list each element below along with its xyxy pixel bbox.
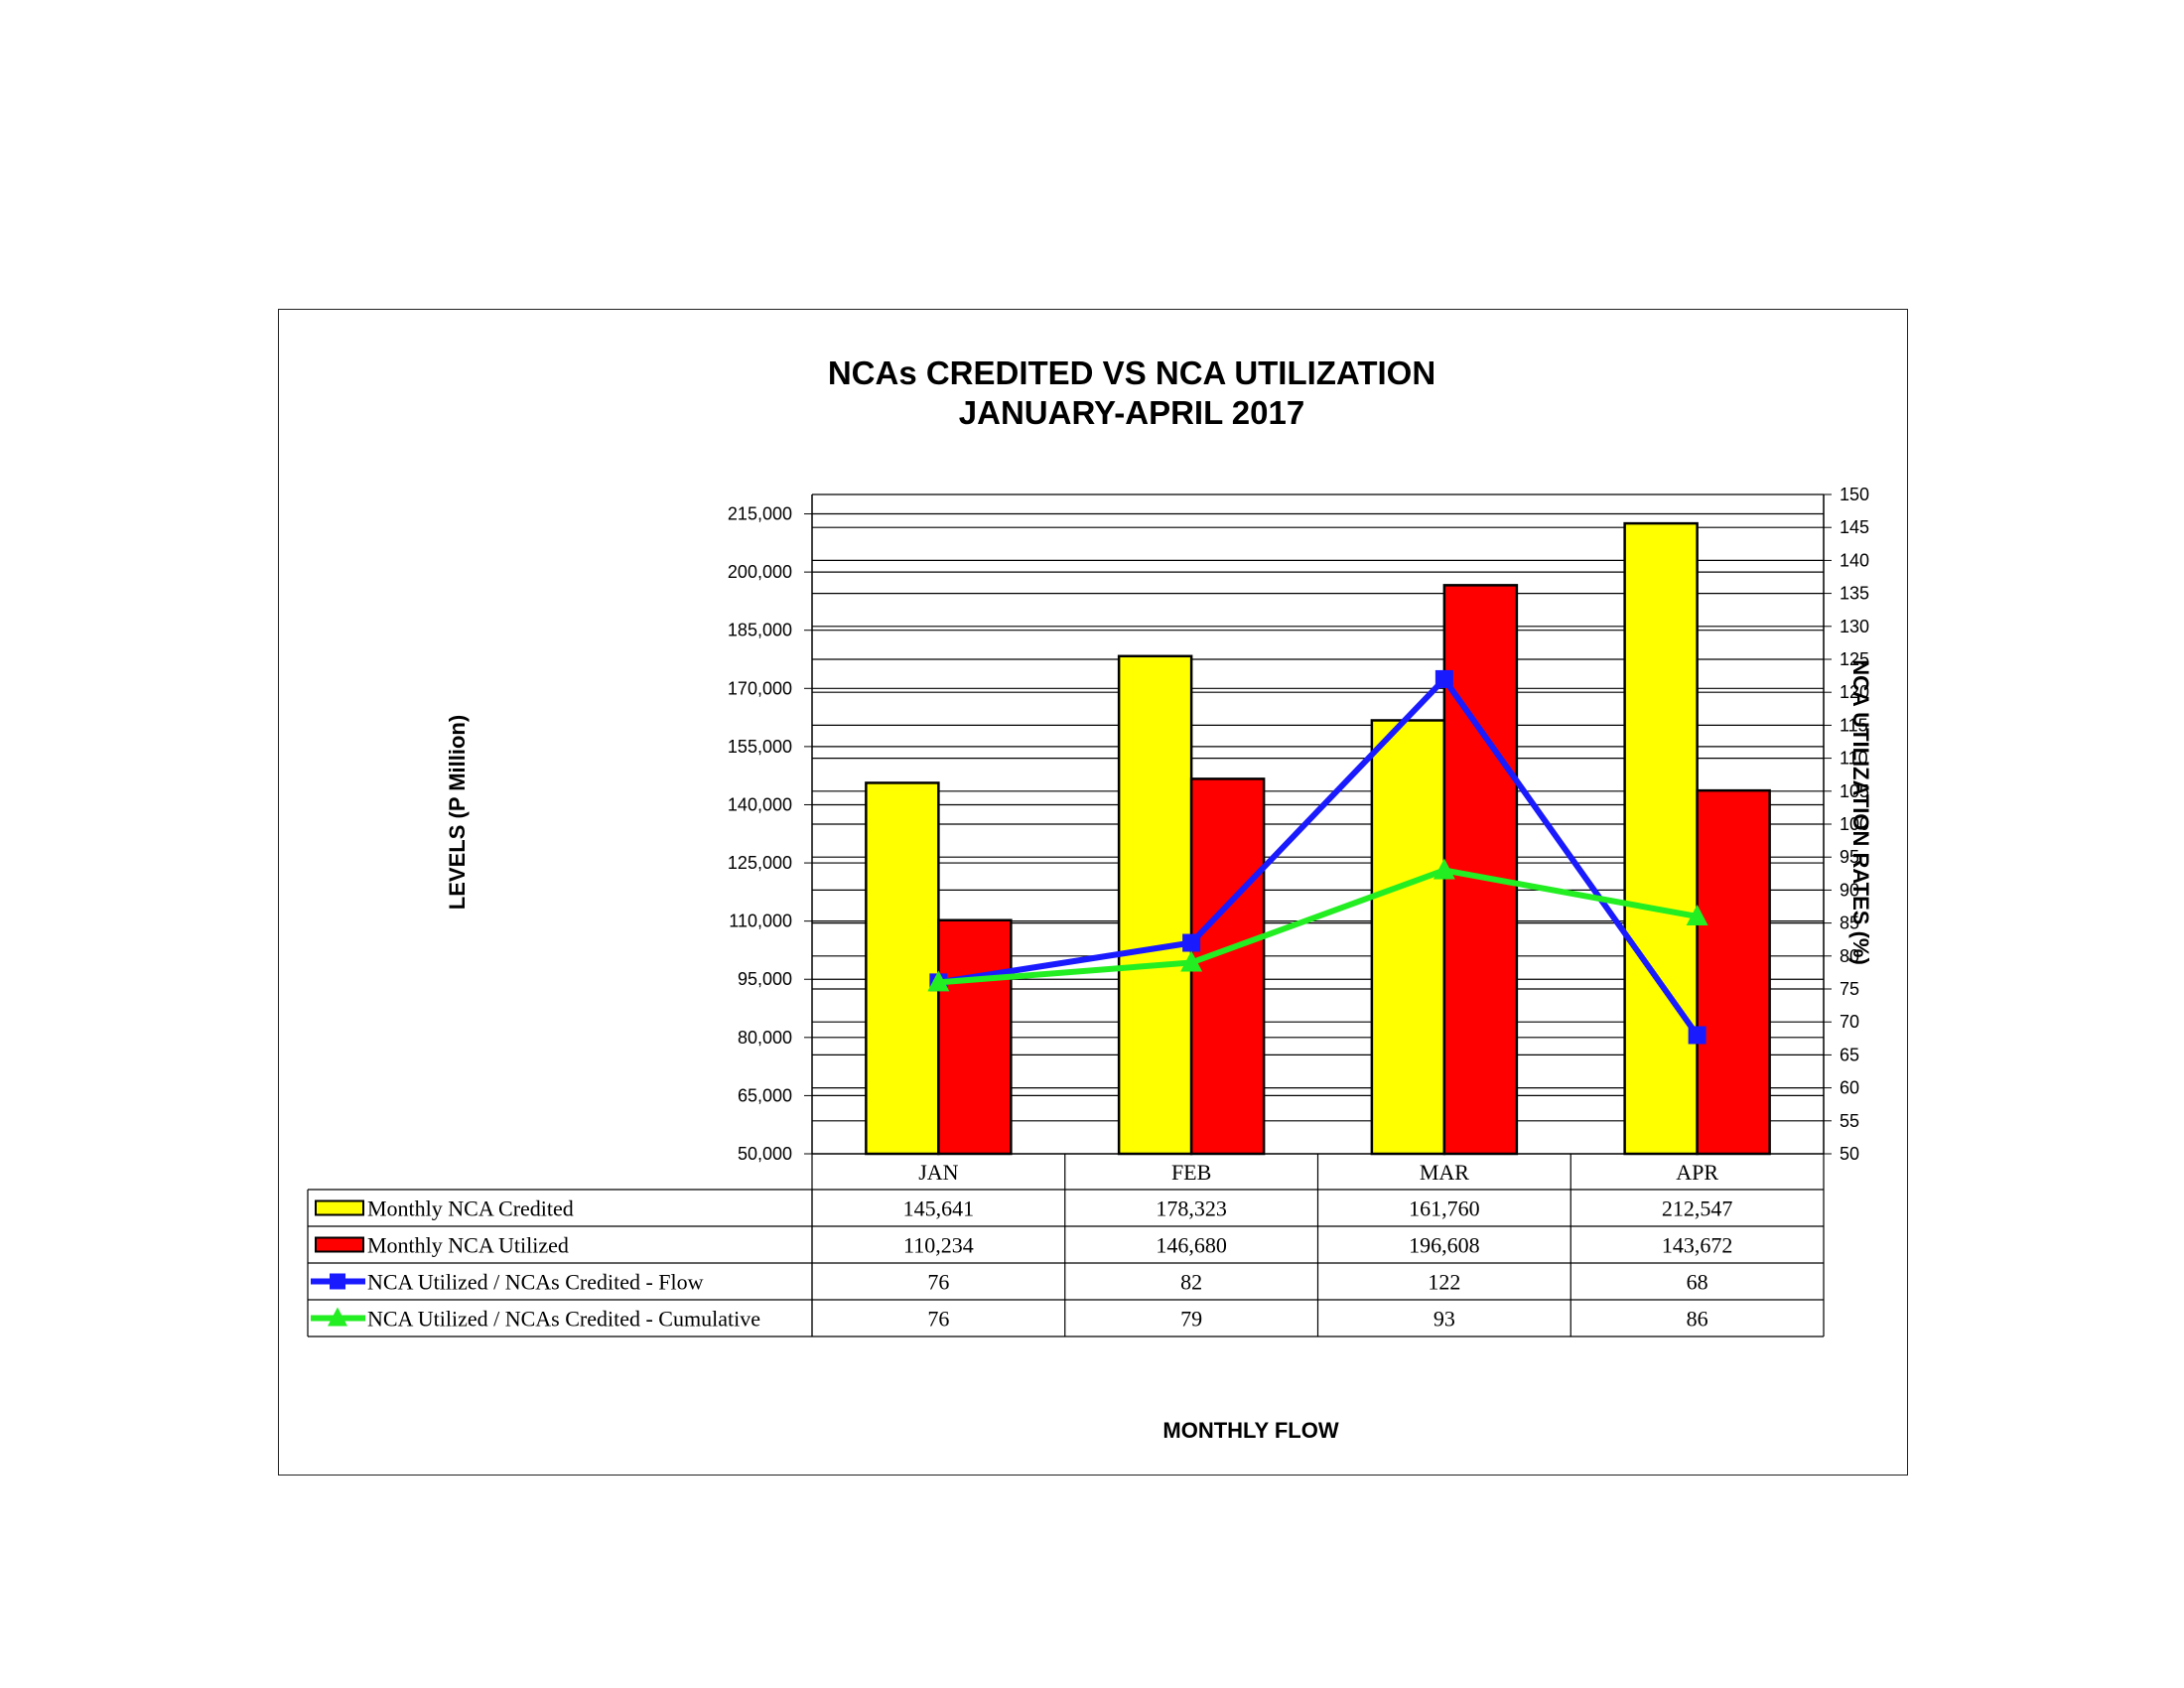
y2-tick-label: 100 (1840, 814, 1869, 834)
y2-axis-label: NCA UTILIZATION RATES (%) (1848, 659, 1873, 965)
table-cell-monthly-nca-credited-feb: 178,323 (1156, 1196, 1227, 1221)
point-nca-utilized-ncas-credited-cumulative-feb (1180, 950, 1203, 972)
y-tick-label: 65,000 (738, 1085, 792, 1105)
table-header-apr: APR (1676, 1160, 1718, 1185)
y-tick-label: 50,000 (738, 1144, 792, 1164)
table-cell-nca-utilized-ncas-credited-cumulative-feb: 79 (1180, 1307, 1202, 1332)
bar-monthly-nca-utilized-apr (1696, 788, 1771, 1156)
chart-title-line-1: NCAs CREDITED VS NCA UTILIZATION (828, 354, 1435, 391)
bar-monthly-nca-credited-apr (1623, 521, 1699, 1156)
point-nca-utilized-ncas-credited-flow-mar (1434, 669, 1453, 688)
point-nca-utilized-ncas-credited-cumulative-apr (1686, 904, 1708, 925)
point-nca-utilized-ncas-credited-cumulative-mar (1433, 858, 1455, 880)
legend-key-monthly-nca-credited (315, 1199, 364, 1216)
table-cell-nca-utilized-ncas-credited-cumulative-jan: 76 (927, 1307, 949, 1332)
y2-tick-label: 145 (1840, 517, 1869, 537)
y2-tick-label: 50 (1840, 1144, 1859, 1164)
y2-tick-label: 85 (1840, 914, 1859, 933)
y-tick-label: 170,000 (728, 678, 792, 698)
y2-tick-label: 65 (1840, 1045, 1859, 1064)
y2-tick-label: 135 (1840, 584, 1869, 604)
legend-label-monthly-nca-credited: Monthly NCA Credited (367, 1196, 574, 1221)
y-tick-label: 185,000 (728, 621, 792, 640)
table-header-jan: JAN (918, 1160, 958, 1185)
plot-area: 50,000 65,000 80,000 95,000 110,000 125,000 14… (728, 485, 1869, 1164)
y2-tick-label: 60 (1840, 1078, 1859, 1098)
y-axis-label: LEVELS (P Million) (445, 715, 470, 910)
chart-title-line-2: JANUARY-APRIL 2017 (959, 394, 1304, 431)
y-tick-label: 215,000 (728, 504, 792, 524)
y-tick-label: 95,000 (738, 969, 792, 989)
legend-label-monthly-nca-utilized: Monthly NCA Utilized (367, 1233, 569, 1258)
table-cell-nca-utilized-ncas-credited-flow-apr: 68 (1687, 1270, 1708, 1295)
legend-label-nca-utilized-ncas-credited-cumulative: NCA Utilized / NCAs Credited - Cumulativ… (367, 1307, 760, 1332)
legend-marker-nca-utilized-ncas-credited-flow (330, 1273, 345, 1290)
table-cell-monthly-nca-credited-jan: 145,641 (903, 1196, 975, 1221)
y2-tick-label: 110 (1840, 749, 1868, 769)
table-cell-monthly-nca-credited-apr: 212,547 (1662, 1196, 1733, 1221)
bar-monthly-nca-credited-feb (1117, 654, 1193, 1156)
y2-tick-label: 55 (1840, 1111, 1859, 1131)
table-header-feb: FEB (1171, 1160, 1211, 1185)
bar-monthly-nca-credited-jan (865, 781, 940, 1156)
y2-tick-label: 150 (1840, 485, 1869, 504)
y2-tick-label: 130 (1840, 617, 1869, 636)
table-cell-nca-utilized-ncas-credited-flow-jan: 76 (927, 1270, 949, 1295)
y-tick-label: 140,000 (728, 794, 792, 814)
series-line-nca-utilized-ncas-credited-flow (937, 675, 1701, 1038)
point-nca-utilized-ncas-credited-flow-apr (1688, 1026, 1706, 1045)
table-cell-monthly-nca-utilized-feb: 146,680 (1156, 1233, 1227, 1258)
y-tick-label: 110,000 (729, 912, 792, 931)
legend-marker-nca-utilized-ncas-credited-cumulative (328, 1307, 347, 1327)
table-cell-monthly-nca-credited-mar: 161,760 (1409, 1196, 1480, 1221)
table-cell-monthly-nca-utilized-mar: 196,608 (1409, 1233, 1480, 1258)
y2-tick-label: 70 (1840, 1012, 1859, 1032)
bar-monthly-nca-credited-mar (1370, 719, 1446, 1156)
y2-tick-label: 90 (1840, 880, 1859, 900)
data-table: JAN FEB MAR APR Monthly NCA Credited 145,641 1… (307, 1154, 1825, 1337)
y2-tick-label: 125 (1840, 649, 1869, 669)
table-cell-monthly-nca-utilized-apr: 143,672 (1662, 1233, 1733, 1258)
y-tick-label: 80,000 (738, 1028, 792, 1048)
table-cell-nca-utilized-ncas-credited-cumulative-mar: 93 (1433, 1307, 1455, 1332)
table-cell-monthly-nca-utilized-jan: 110,234 (903, 1233, 974, 1258)
series-line-nca-utilized-ncas-credited-cumulative (938, 867, 1699, 986)
y2-tick-label: 115 (1840, 715, 1868, 735)
y2-tick-label: 95 (1840, 847, 1859, 867)
y2-tick-label: 80 (1840, 946, 1859, 966)
bar-monthly-nca-utilized-feb (1189, 777, 1266, 1156)
legend-label-nca-utilized-ncas-credited-flow: NCA Utilized / NCAs Credited - Flow (367, 1270, 704, 1295)
y-tick-label: 155,000 (728, 737, 792, 757)
point-nca-utilized-ncas-credited-cumulative-jan (927, 970, 950, 992)
table-header-mar: MAR (1420, 1160, 1469, 1185)
table-cell-nca-utilized-ncas-credited-cumulative-apr: 86 (1687, 1307, 1708, 1332)
table-cell-nca-utilized-ncas-credited-flow-feb: 82 (1180, 1270, 1202, 1295)
x-axis-label: MONTHLY FLOW (1162, 1418, 1338, 1443)
table-cell-nca-utilized-ncas-credited-flow-mar: 122 (1428, 1270, 1460, 1295)
y-tick-label: 200,000 (728, 562, 792, 582)
chart-frame (278, 309, 1908, 1476)
y2-tick-label: 75 (1840, 979, 1859, 999)
bar-monthly-nca-utilized-jan (937, 918, 1013, 1156)
y-tick-label: 125,000 (728, 853, 792, 873)
y2-tick-label: 140 (1840, 550, 1869, 570)
y2-tick-label: 120 (1840, 682, 1869, 702)
point-nca-utilized-ncas-credited-flow-feb (1182, 933, 1201, 952)
y2-tick-label: 105 (1840, 781, 1869, 801)
legend-key-monthly-nca-utilized (315, 1236, 364, 1253)
